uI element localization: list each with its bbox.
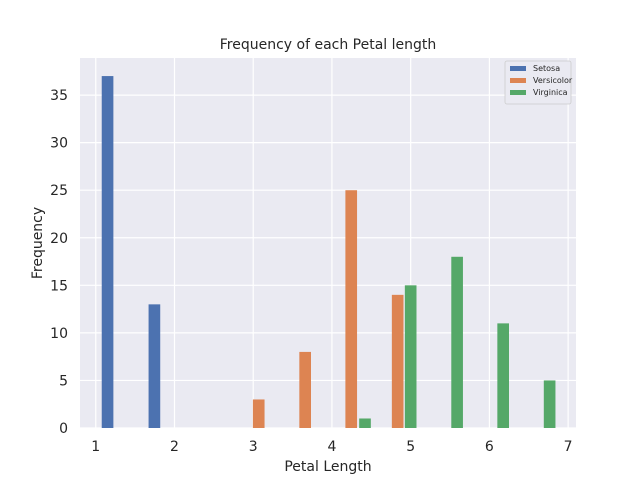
bar-setosa [101,76,114,429]
y-axis-label: Frequency [30,207,46,279]
gridlines [80,58,576,429]
legend-label-setosa: Setosa [533,64,560,73]
legend: Setosa Versicolor Virginica [504,60,573,105]
legend-label-versicolor: Versicolor [533,76,573,85]
bar-versicolor [345,190,358,428]
y-tick-label: 5 [59,373,68,389]
x-axis-label: Petal Length [284,459,371,475]
x-tick-label: 5 [406,439,415,455]
bar-virginica [543,380,556,428]
bars [101,76,556,429]
x-tick-label: 3 [249,439,258,455]
bar-virginica [451,256,463,428]
x-tick-labels: 1 2 3 4 5 6 7 [91,439,572,455]
chart-title: Frequency of each Petal length [220,37,437,53]
y-tick-label: 15 [50,278,68,294]
x-tick-label: 4 [327,439,336,455]
y-tick-label: 30 [50,136,68,152]
bar-virginica [359,418,371,428]
bar-setosa [148,304,161,428]
y-tick-labels: 0 5 10 15 20 25 30 35 [50,88,68,437]
bar-virginica [404,285,417,428]
y-tick-label: 0 [59,421,68,437]
bar-versicolor [391,294,404,428]
y-tick-label: 20 [50,231,68,247]
legend-swatch-setosa [510,66,526,71]
legend-swatch-virginica [510,90,526,95]
x-tick-label: 6 [485,439,494,455]
bar-versicolor [299,351,311,428]
x-tick-label: 7 [564,439,573,455]
y-tick-label: 35 [50,88,68,104]
plot-area [80,58,576,428]
legend-label-virginica: Virginica [533,88,568,97]
x-tick-label: 1 [91,439,100,455]
legend-swatch-versicolor [510,78,526,83]
bar-versicolor [252,399,265,428]
y-tick-label: 25 [50,183,68,199]
bar-virginica [497,323,510,428]
y-tick-label: 10 [50,326,68,342]
x-tick-label: 2 [170,439,179,455]
